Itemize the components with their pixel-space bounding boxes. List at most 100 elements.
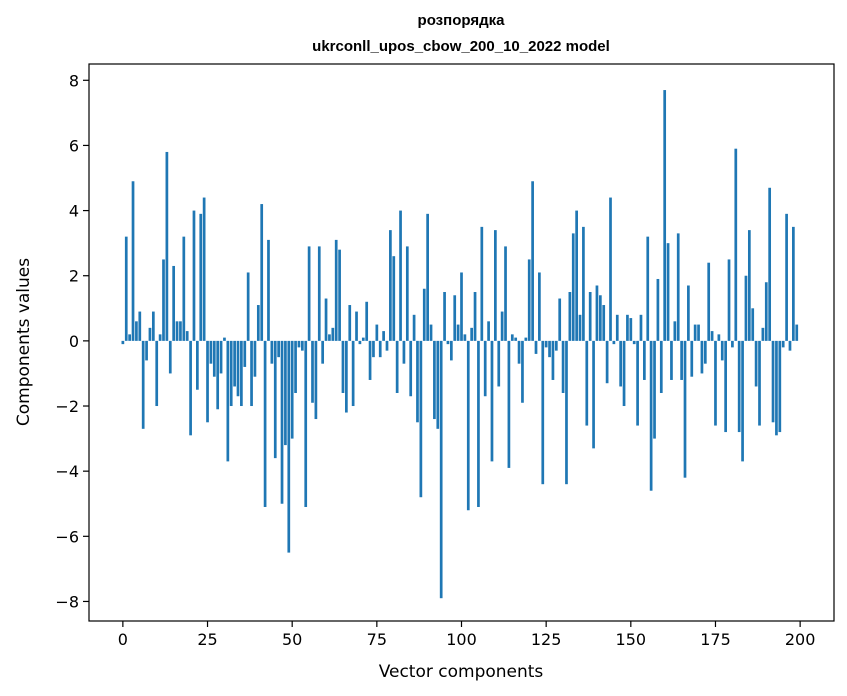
y-tick-label: 0 (69, 332, 79, 351)
bar-component-154 (643, 340, 646, 380)
bar-component-55 (307, 246, 311, 341)
bar-component-151 (632, 340, 636, 345)
bar-component-101 (463, 334, 467, 341)
bar-component-137 (585, 340, 589, 426)
bar-component-88 (419, 340, 423, 498)
x-tick-label: 200 (785, 630, 816, 649)
bar-component-164 (676, 233, 680, 341)
bar-component-10 (155, 340, 159, 407)
bar-component-62 (331, 327, 335, 341)
bar-component-32 (229, 340, 233, 407)
bar-component-80 (392, 256, 396, 341)
bar-component-168 (690, 340, 694, 377)
bar-component-96 (446, 340, 450, 345)
bar-component-46 (277, 340, 280, 358)
bar-component-61 (328, 334, 331, 341)
bar-component-67 (348, 305, 352, 341)
bar-component-129 (558, 298, 562, 341)
x-tick-label: 50 (282, 630, 302, 649)
bar-component-195 (781, 340, 785, 348)
bar-component-51 (294, 340, 297, 393)
bar-component-24 (202, 197, 206, 341)
bar-component-1 (124, 236, 128, 341)
bar-component-48 (284, 340, 287, 446)
bar-component-57 (314, 340, 318, 420)
bar-component-6 (141, 340, 145, 429)
bar-component-18 (182, 236, 186, 341)
bar-component-130 (561, 340, 565, 393)
bar-component-56 (311, 340, 314, 403)
bar-component-105 (477, 340, 480, 507)
bar-component-180 (731, 340, 734, 348)
bar-component-109 (490, 340, 494, 462)
bar-component-90 (426, 213, 429, 341)
bar-component-65 (341, 340, 345, 393)
bars-group (121, 90, 799, 599)
bar-component-45 (273, 340, 277, 459)
bar-component-13 (165, 151, 169, 341)
bar-component-93 (436, 340, 440, 429)
bar-component-117 (517, 340, 521, 364)
bar-component-138 (588, 292, 592, 341)
bar-component-108 (487, 321, 490, 341)
bar-component-174 (710, 331, 714, 341)
bar-component-27 (212, 340, 216, 377)
bar-component-78 (385, 340, 389, 351)
bar-component-38 (250, 340, 253, 407)
bar-component-118 (521, 340, 524, 403)
bar-component-11 (158, 334, 162, 341)
bar-component-142 (602, 305, 606, 341)
bar-component-169 (693, 324, 697, 341)
bar-component-53 (300, 340, 304, 351)
chart-title: розпорядка (418, 12, 506, 29)
bar-component-158 (656, 278, 660, 341)
bar-component-68 (351, 340, 355, 407)
x-axis-label: Vector components (379, 662, 544, 682)
bar-component-82 (399, 210, 402, 341)
bar-component-66 (345, 340, 348, 413)
bar-component-126 (548, 340, 551, 358)
bar-component-85 (409, 340, 413, 397)
bar-component-170 (697, 324, 700, 341)
y-tick-label: −4 (55, 462, 79, 481)
x-axis-ticks: 0 25 50 75 100 125 150 175 200 (118, 621, 816, 649)
bar-component-197 (788, 340, 792, 351)
bar-component-81 (395, 340, 399, 393)
y-tick-label: 6 (69, 136, 79, 155)
bar-component-171 (700, 340, 704, 374)
bar-component-34 (236, 340, 240, 397)
bar-component-150 (629, 318, 633, 341)
bar-component-190 (764, 282, 768, 341)
bar-component-31 (226, 340, 230, 462)
x-tick-label: 175 (700, 630, 731, 649)
bar-component-196 (785, 213, 788, 341)
bar-component-59 (321, 340, 325, 364)
bar-component-111 (497, 340, 501, 387)
bar-component-167 (687, 285, 690, 341)
bar-component-198 (792, 226, 795, 341)
x-tick-label: 125 (531, 630, 562, 649)
bar-component-87 (416, 340, 419, 423)
bar-component-44 (270, 340, 274, 364)
bar-component-84 (405, 246, 409, 341)
bar-component-181 (734, 148, 738, 341)
bar-component-186 (751, 308, 755, 341)
bar-component-141 (598, 295, 602, 341)
y-axis-label: Components values (14, 258, 34, 426)
bar-component-156 (649, 340, 653, 491)
bar-component-160 (663, 90, 667, 341)
bar-component-64 (338, 249, 341, 341)
bar-component-60 (324, 298, 328, 341)
bar-component-41 (260, 204, 264, 341)
bar-component-14 (168, 340, 172, 374)
bar-component-19 (185, 331, 189, 341)
bar-component-155 (646, 236, 650, 341)
bar-component-110 (494, 230, 497, 341)
bar-component-166 (683, 340, 687, 478)
bar-component-134 (575, 210, 578, 341)
bar-component-91 (429, 324, 433, 341)
bar-component-115 (510, 334, 514, 341)
bar-component-22 (196, 340, 199, 390)
bar-component-143 (605, 340, 609, 384)
